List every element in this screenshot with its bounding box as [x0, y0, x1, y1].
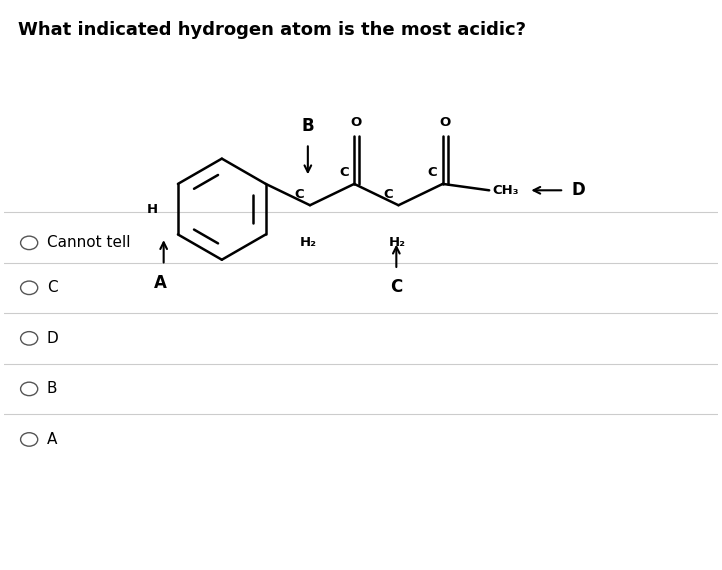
Text: What indicated hydrogen atom is the most acidic?: What indicated hydrogen atom is the most…: [19, 21, 526, 39]
Text: C: C: [390, 278, 402, 296]
Text: D: D: [47, 331, 58, 346]
Text: B: B: [302, 117, 314, 135]
Text: C: C: [427, 166, 437, 180]
Text: C: C: [383, 188, 393, 201]
Text: Cannot tell: Cannot tell: [47, 235, 131, 250]
Text: B: B: [47, 381, 58, 396]
Text: D: D: [571, 181, 585, 199]
Text: O: O: [351, 116, 362, 129]
Text: H: H: [147, 203, 158, 215]
Text: C: C: [339, 166, 349, 180]
Text: H₂: H₂: [300, 236, 317, 249]
Text: A: A: [154, 274, 167, 292]
Text: H₂: H₂: [388, 236, 406, 249]
Text: C: C: [47, 280, 58, 295]
Text: CH₃: CH₃: [492, 184, 519, 197]
Text: O: O: [439, 116, 451, 129]
Text: A: A: [47, 432, 57, 447]
Text: C: C: [295, 188, 304, 201]
